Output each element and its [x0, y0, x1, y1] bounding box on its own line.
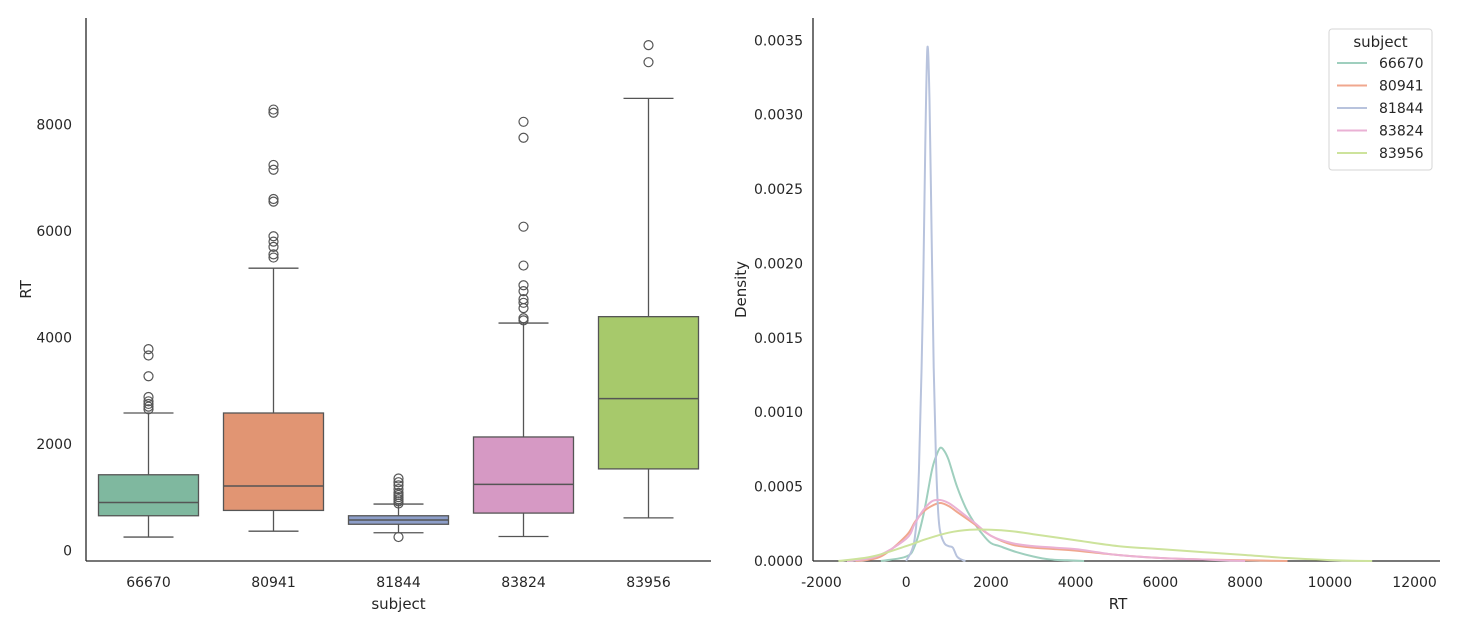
boxplot-x-tick-label: 83824	[501, 575, 546, 591]
box-outlier-point	[143, 396, 154, 407]
density-y-tick-label: 0.0010	[754, 405, 803, 421]
box-outlier-point	[643, 40, 654, 51]
box-outlier-point	[268, 241, 279, 253]
density-y-tick-label: 0.0000	[754, 554, 803, 570]
density-series-line	[880, 446, 1085, 562]
density-y-tick-label: 0.0025	[754, 182, 803, 198]
box-outlier-point	[643, 57, 654, 68]
density-x-tick-label: -2000	[801, 575, 842, 591]
density-x-tick-label: 6000	[1143, 575, 1179, 591]
density-y-tick-label: 0.0015	[754, 331, 803, 347]
boxplot-panel: 0 2000 4000 6000 8000 66670 80941 81844 83824 839…	[17, 18, 711, 613]
box-outlier-point	[143, 391, 154, 403]
boxplot-y-tick-label: 6000	[36, 224, 72, 240]
box-iqr	[472, 436, 575, 514]
density-x-tick-label: 2000	[973, 575, 1009, 591]
box-outlier-point	[143, 371, 154, 382]
density-panel: 0.0000 0.0005 0.0010 0.0015 0.0020 0.0025 0.00…	[732, 18, 1440, 613]
density-series-line	[905, 45, 966, 562]
legend-label: 81844	[1379, 101, 1424, 117]
box-iqr	[597, 315, 700, 470]
boxplot-x-tick-label: 66670	[126, 575, 171, 591]
boxplot-y-tick-label: 4000	[36, 330, 72, 346]
box-outlier-point	[518, 132, 529, 143]
density-x-tick-label: 0	[902, 575, 911, 591]
box-outlier-point	[518, 297, 529, 308]
box-outlier-point	[268, 252, 279, 263]
legend-label: 83956	[1379, 146, 1424, 162]
legend-label: 66670	[1379, 56, 1424, 72]
legend-label: 83824	[1379, 124, 1424, 140]
box-outlier-point	[518, 293, 529, 305]
density-y-tick-label: 0.0030	[754, 108, 803, 124]
box-outlier-point	[268, 164, 279, 175]
legend-box	[1328, 28, 1433, 171]
density-y-tick-label: 0.0020	[754, 256, 803, 272]
box-iqr	[222, 412, 325, 512]
box-outlier-point	[143, 404, 154, 415]
box-outlier-point	[518, 285, 529, 297]
box-outlier-point	[393, 487, 404, 498]
box-outlier-point	[393, 473, 404, 484]
box-outlier-point	[268, 107, 279, 118]
box-outlier-point	[268, 193, 279, 205]
box-outlier-point	[393, 484, 404, 495]
box-outlier-point	[268, 104, 279, 115]
density-x-tick-label: 4000	[1058, 575, 1094, 591]
box-outlier-point	[518, 313, 529, 324]
legend-label: 80941	[1379, 79, 1424, 95]
box-outlier-point	[518, 280, 529, 291]
density-x-axis-label: RT	[1109, 595, 1128, 613]
boxplot-x-tick-label: 83956	[626, 575, 671, 591]
box-outlier-point	[268, 249, 279, 260]
box-iqr	[97, 474, 200, 517]
box-outlier-point	[268, 196, 279, 207]
boxplot-x-tick-label: 80941	[251, 575, 296, 591]
density-x-tick-label: 10000	[1308, 575, 1353, 591]
box-outlier-point	[268, 231, 279, 242]
density-y-tick-label: 0.0005	[754, 480, 803, 496]
box-outlier-point	[518, 303, 529, 314]
box-outlier-point	[268, 159, 279, 171]
boxplot-x-axis-label: subject	[371, 595, 425, 613]
box-outlier-point	[143, 344, 154, 355]
boxplot-x-tick-label: 81844	[376, 575, 421, 591]
density-series-line	[838, 528, 1373, 562]
density-y-tick-label: 0.0035	[754, 33, 803, 49]
density-x-tick-label: 12000	[1392, 575, 1437, 591]
boxplot-y-tick-label: 2000	[36, 437, 72, 453]
density-y-axis-label: Density	[732, 261, 750, 318]
box-outlier-point	[393, 477, 404, 488]
box-outlier-point	[518, 221, 529, 232]
box-outlier-point	[143, 350, 154, 361]
density-x-tick-label: 8000	[1227, 575, 1263, 591]
legend-title: subject	[1353, 33, 1407, 51]
box-outlier-point	[268, 236, 279, 247]
boxplot-y-tick-label: 8000	[36, 117, 72, 133]
box-outlier-point	[393, 531, 404, 543]
box-outlier-point	[518, 260, 529, 271]
box-outlier-point	[143, 398, 154, 410]
box-outlier-point	[518, 116, 529, 127]
boxplot-y-axis-label: RT	[17, 279, 35, 298]
box-outlier-point	[393, 480, 404, 491]
boxplot-y-tick-label: 0	[63, 543, 72, 559]
